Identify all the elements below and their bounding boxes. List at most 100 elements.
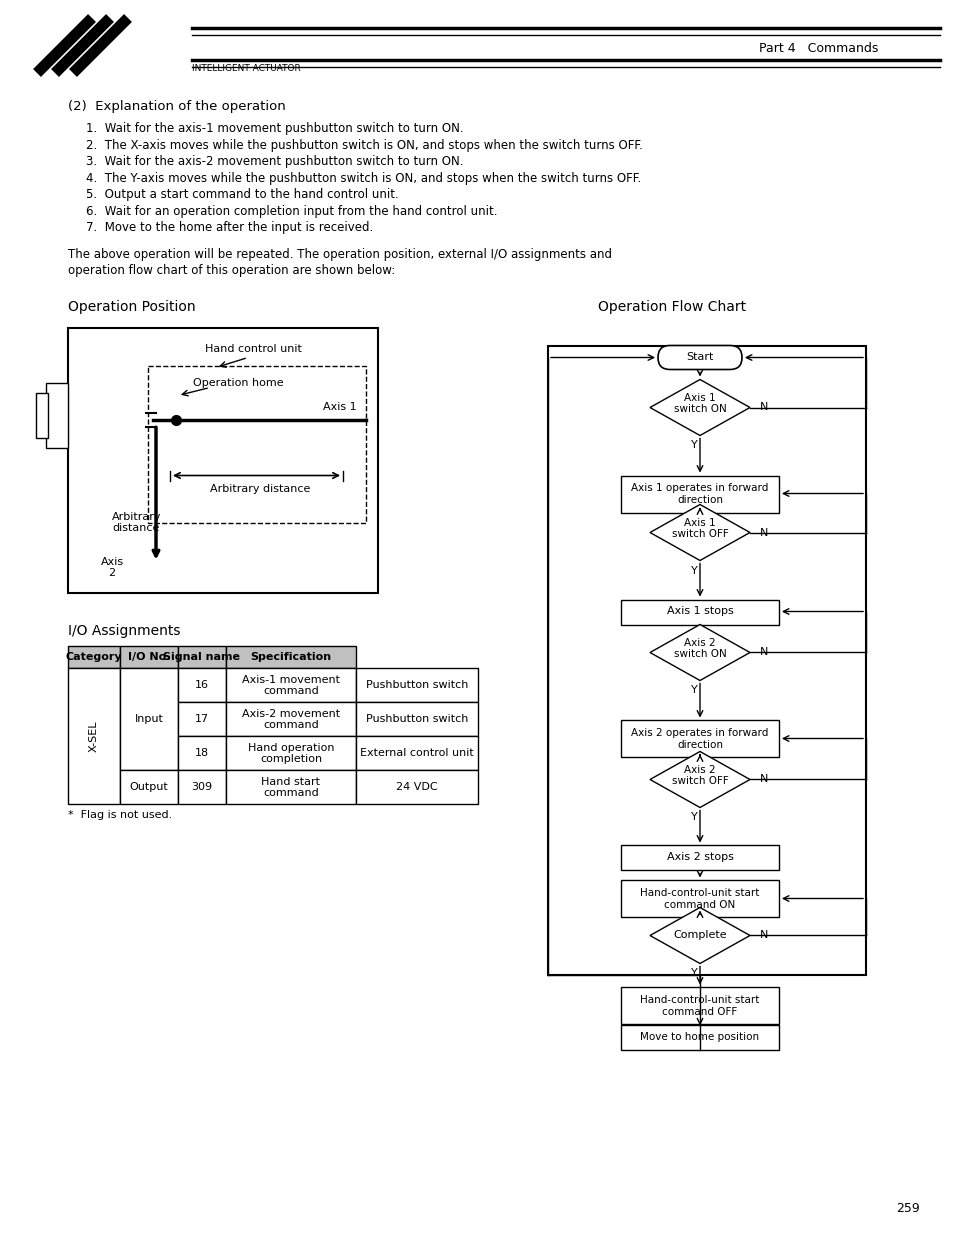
- Text: 17: 17: [194, 715, 209, 725]
- Text: Operation home: Operation home: [193, 378, 283, 388]
- Text: The above operation will be repeated. The operation position, external I/O assig: The above operation will be repeated. Th…: [68, 247, 612, 261]
- Text: I/O Assignments: I/O Assignments: [68, 625, 180, 638]
- Text: Hand control unit: Hand control unit: [204, 345, 301, 354]
- Text: N: N: [760, 774, 767, 784]
- Text: 5.  Output a start command to the hand control unit.: 5. Output a start command to the hand co…: [86, 188, 398, 201]
- FancyBboxPatch shape: [178, 736, 226, 771]
- Polygon shape: [649, 505, 749, 561]
- FancyBboxPatch shape: [355, 736, 477, 771]
- FancyBboxPatch shape: [178, 668, 226, 703]
- FancyBboxPatch shape: [620, 846, 779, 871]
- Text: Y: Y: [690, 566, 697, 576]
- Text: Hand-control-unit start
command OFF: Hand-control-unit start command OFF: [639, 995, 759, 1018]
- FancyBboxPatch shape: [620, 475, 779, 513]
- FancyBboxPatch shape: [68, 668, 120, 804]
- Text: Arbitrary
distance: Arbitrary distance: [112, 511, 161, 534]
- Text: Operation Position: Operation Position: [68, 300, 195, 314]
- Polygon shape: [649, 379, 749, 436]
- Text: N: N: [760, 403, 767, 412]
- Text: Y: Y: [690, 441, 697, 451]
- Text: Output: Output: [130, 783, 168, 793]
- FancyBboxPatch shape: [178, 703, 226, 736]
- Text: N: N: [760, 527, 767, 537]
- Text: Part 4   Commands: Part 4 Commands: [758, 42, 877, 54]
- Text: Input: Input: [134, 715, 163, 725]
- FancyBboxPatch shape: [36, 393, 48, 437]
- FancyBboxPatch shape: [226, 771, 355, 804]
- Text: 24 VDC: 24 VDC: [395, 783, 437, 793]
- Text: Hand operation
completion: Hand operation completion: [248, 742, 334, 764]
- FancyBboxPatch shape: [620, 1025, 779, 1051]
- FancyBboxPatch shape: [120, 668, 178, 771]
- Text: Axis 1
switch OFF: Axis 1 switch OFF: [671, 517, 727, 540]
- FancyBboxPatch shape: [68, 327, 377, 593]
- Text: Axis-1 movement
command: Axis-1 movement command: [242, 674, 339, 697]
- FancyBboxPatch shape: [148, 366, 366, 522]
- Polygon shape: [649, 625, 749, 680]
- Text: 3.  Wait for the axis-2 movement pushbutton switch to turn ON.: 3. Wait for the axis-2 movement pushbutt…: [86, 156, 463, 168]
- Text: 309: 309: [192, 783, 213, 793]
- Text: Y: Y: [690, 685, 697, 695]
- Text: Hand-control-unit start
command ON: Hand-control-unit start command ON: [639, 888, 759, 910]
- Text: Axis 2
switch ON: Axis 2 switch ON: [673, 637, 725, 659]
- FancyBboxPatch shape: [226, 703, 355, 736]
- Text: 2.  The X-axis moves while the pushbutton switch is ON, and stops when the switc: 2. The X-axis moves while the pushbutton…: [86, 138, 642, 152]
- Text: Arbitrary distance: Arbitrary distance: [210, 484, 310, 494]
- Text: I/O No.: I/O No.: [128, 652, 170, 662]
- Text: X-SEL: X-SEL: [89, 721, 99, 752]
- FancyBboxPatch shape: [46, 383, 68, 447]
- Text: Axis
2: Axis 2: [100, 557, 124, 578]
- FancyBboxPatch shape: [178, 771, 226, 804]
- FancyBboxPatch shape: [226, 646, 355, 668]
- FancyBboxPatch shape: [547, 346, 865, 976]
- FancyBboxPatch shape: [620, 881, 779, 918]
- Text: N: N: [760, 647, 767, 657]
- Text: Axis 2 stops: Axis 2 stops: [666, 852, 733, 862]
- Text: Start: Start: [685, 352, 713, 363]
- Text: 18: 18: [194, 748, 209, 758]
- Polygon shape: [649, 752, 749, 808]
- Text: 6.  Wait for an operation completion input from the hand control unit.: 6. Wait for an operation completion inpu…: [86, 205, 497, 217]
- FancyBboxPatch shape: [658, 346, 741, 369]
- Text: operation flow chart of this operation are shown below:: operation flow chart of this operation a…: [68, 263, 395, 277]
- Text: Complete: Complete: [673, 930, 726, 941]
- FancyBboxPatch shape: [226, 736, 355, 771]
- FancyBboxPatch shape: [620, 988, 779, 1025]
- Text: Move to home position: Move to home position: [639, 1032, 759, 1042]
- Text: 259: 259: [895, 1202, 919, 1215]
- FancyBboxPatch shape: [355, 771, 477, 804]
- Text: Specification: Specification: [251, 652, 332, 662]
- Text: Axis-2 movement
command: Axis-2 movement command: [242, 709, 339, 730]
- FancyBboxPatch shape: [620, 720, 779, 757]
- Text: Operation Flow Chart: Operation Flow Chart: [598, 300, 745, 314]
- Text: Axis 2
switch OFF: Axis 2 switch OFF: [671, 764, 727, 787]
- Text: External control unit: External control unit: [359, 748, 474, 758]
- FancyBboxPatch shape: [68, 646, 120, 668]
- Text: Category: Category: [66, 652, 122, 662]
- Polygon shape: [649, 908, 749, 963]
- Text: 1.  Wait for the axis-1 movement pushbutton switch to turn ON.: 1. Wait for the axis-1 movement pushbutt…: [86, 122, 463, 135]
- Text: Pushbutton switch: Pushbutton switch: [365, 715, 468, 725]
- Text: Y: Y: [690, 813, 697, 823]
- Text: Axis 1 stops: Axis 1 stops: [666, 606, 733, 616]
- FancyBboxPatch shape: [620, 599, 779, 625]
- Text: N: N: [760, 930, 767, 941]
- FancyBboxPatch shape: [178, 646, 226, 668]
- FancyBboxPatch shape: [226, 668, 355, 703]
- Text: Axis 1 operates in forward
direction: Axis 1 operates in forward direction: [631, 483, 768, 505]
- FancyBboxPatch shape: [355, 703, 477, 736]
- Text: Signal name: Signal name: [163, 652, 240, 662]
- Text: 7.  Move to the home after the input is received.: 7. Move to the home after the input is r…: [86, 221, 373, 233]
- Text: *  Flag is not used.: * Flag is not used.: [68, 810, 172, 820]
- Text: 16: 16: [194, 680, 209, 690]
- Text: Y: Y: [690, 968, 697, 978]
- Text: (2)  Explanation of the operation: (2) Explanation of the operation: [68, 100, 286, 112]
- FancyBboxPatch shape: [120, 771, 178, 804]
- Text: 4.  The Y-axis moves while the pushbutton switch is ON, and stops when the switc: 4. The Y-axis moves while the pushbutton…: [86, 172, 640, 184]
- Text: Axis 1: Axis 1: [323, 403, 356, 412]
- Text: Axis 1
switch ON: Axis 1 switch ON: [673, 393, 725, 414]
- Text: INTELLIGENT ACTUATOR: INTELLIGENT ACTUATOR: [192, 63, 300, 73]
- Text: Axis 2 operates in forward
direction: Axis 2 operates in forward direction: [631, 729, 768, 750]
- Text: Hand start
command: Hand start command: [261, 777, 320, 798]
- FancyBboxPatch shape: [120, 646, 178, 668]
